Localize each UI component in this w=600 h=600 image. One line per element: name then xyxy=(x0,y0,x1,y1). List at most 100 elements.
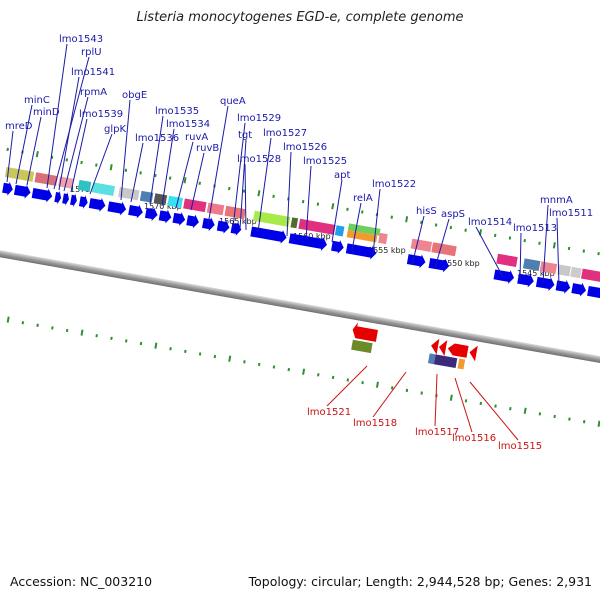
forward-cds xyxy=(288,233,327,251)
tick-mark xyxy=(154,342,158,349)
tick-mark xyxy=(331,375,335,380)
forward-cds xyxy=(62,191,69,206)
forward-gene-label: lmo1528 xyxy=(237,154,281,165)
leader-line xyxy=(15,104,33,185)
forward-gene-label: rpmA xyxy=(80,87,107,98)
tick-mark xyxy=(95,334,98,338)
cog-box xyxy=(167,195,183,208)
tick-mark xyxy=(494,404,497,408)
forward-cds xyxy=(216,219,230,234)
cog-box xyxy=(351,339,373,354)
forward-gene-label: apt xyxy=(334,170,350,181)
cog-boxes xyxy=(4,167,600,286)
tick-mark xyxy=(582,249,586,253)
tick-mark xyxy=(272,194,275,198)
genome-summary-text: Topology: circular; Length: 2,944,528 bp… xyxy=(248,574,592,589)
leader-line xyxy=(411,215,425,266)
tick-mark xyxy=(51,326,54,330)
tick-mark xyxy=(582,420,586,424)
tick-mark xyxy=(95,163,98,167)
tick-mark xyxy=(80,160,83,165)
tick-mark xyxy=(346,378,350,382)
cog-box xyxy=(183,198,207,213)
tick-mark xyxy=(6,147,9,152)
tick-mark xyxy=(434,223,438,227)
reverse-cds xyxy=(431,338,440,355)
leader-line xyxy=(244,163,247,231)
tick-mark xyxy=(538,241,541,245)
leader-line xyxy=(207,105,229,226)
tick-mark xyxy=(228,355,232,362)
tick-mark xyxy=(331,203,335,210)
leader-line xyxy=(475,226,504,278)
forward-gene-label: lmo1539 xyxy=(79,109,123,120)
feature-track xyxy=(2,167,600,370)
forward-cds xyxy=(555,279,571,294)
leader-line xyxy=(161,128,175,207)
tick-mark xyxy=(125,339,128,343)
forward-gene-label: ruvA xyxy=(185,132,208,143)
leader-line xyxy=(53,56,90,190)
forward-gene-label: lmo1536 xyxy=(135,133,179,144)
leader-line xyxy=(190,152,205,211)
forward-gene-label: lmo1525 xyxy=(303,156,347,167)
tick-mark xyxy=(360,210,364,214)
tick-mark xyxy=(80,329,84,336)
leader-line xyxy=(239,139,247,230)
leader-line xyxy=(351,202,362,251)
tick-mark xyxy=(405,388,409,393)
tick-mark xyxy=(317,373,320,377)
leader-line xyxy=(89,133,113,195)
tick-mark xyxy=(449,394,453,401)
reverse-cds xyxy=(447,343,469,358)
forward-cds xyxy=(70,193,77,208)
forward-gene-label: minC xyxy=(24,95,50,106)
cog-box xyxy=(557,264,571,277)
forward-gene-label: mnmA xyxy=(540,195,573,206)
tick-mark xyxy=(568,417,571,421)
forward-gene-label: rplU xyxy=(81,47,102,58)
tick-mark xyxy=(287,367,290,372)
tick-mark xyxy=(538,412,542,416)
tick-mark xyxy=(21,321,25,325)
leader-line xyxy=(305,165,312,240)
forward-gene-label: lmo1526 xyxy=(283,142,327,153)
cog-box xyxy=(431,242,457,257)
kbp-label: 1545 kbp xyxy=(517,269,555,278)
leader-line xyxy=(434,373,438,427)
leader-line xyxy=(519,232,522,282)
reverse-cds xyxy=(352,322,378,342)
forward-gene-label: lmo1543 xyxy=(59,34,103,45)
tick-mark xyxy=(257,362,261,367)
cog-box xyxy=(457,358,466,370)
tick-mark xyxy=(552,242,556,249)
tick-mark xyxy=(508,236,512,240)
accession-text: Accession: NC_003210 xyxy=(10,574,153,589)
tick-mark xyxy=(316,202,320,206)
cog-box xyxy=(139,190,154,203)
leader-line xyxy=(257,137,272,233)
leader-line xyxy=(286,151,292,237)
leader-line xyxy=(454,377,473,433)
leader-line xyxy=(6,130,14,183)
leader-line xyxy=(469,381,519,441)
tick-mark xyxy=(302,368,306,375)
tick-mark xyxy=(168,176,172,180)
tick-mark xyxy=(272,365,276,369)
cog-box xyxy=(522,258,541,272)
forward-cds xyxy=(13,184,31,199)
tick-mark xyxy=(243,360,246,364)
tick-mark xyxy=(183,177,187,184)
tick-mark xyxy=(124,168,128,172)
forward-gene-label: minD xyxy=(33,107,60,118)
cog-box xyxy=(91,182,115,196)
cog-box xyxy=(298,218,336,235)
outer-tick-row xyxy=(6,147,600,256)
forward-cds xyxy=(345,243,377,260)
tick-mark xyxy=(110,336,113,340)
cog-box xyxy=(4,167,35,182)
forward-gene-label: lmo1527 xyxy=(263,128,307,139)
forward-gene-label: hisS xyxy=(416,206,437,217)
leader-line xyxy=(26,116,42,186)
